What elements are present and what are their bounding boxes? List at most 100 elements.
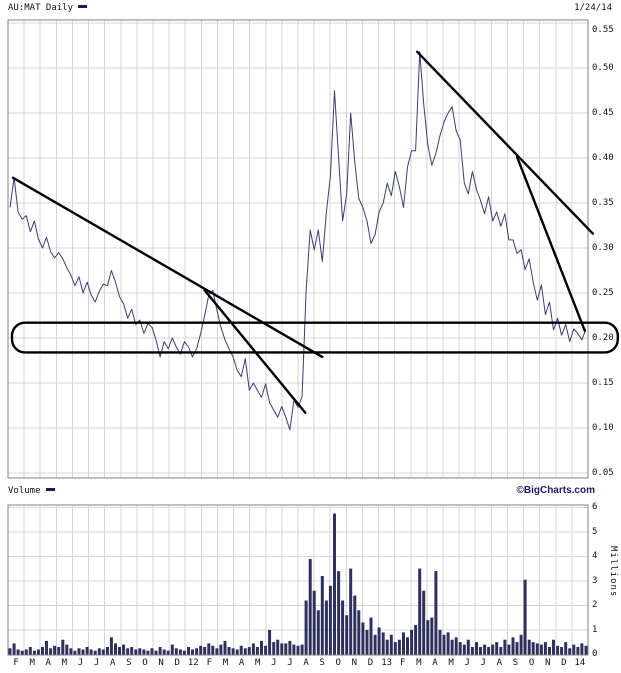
month-tick-label: A (110, 658, 116, 668)
month-tick-label: O (335, 658, 341, 668)
volume-bar (53, 645, 57, 655)
volume-bar (93, 650, 97, 655)
volume-bar (65, 644, 69, 655)
price-tick-label: 0.30 (592, 243, 614, 253)
volume-bar (519, 634, 523, 655)
volume-bar (97, 648, 101, 655)
volume-bar (264, 645, 268, 655)
volume-bar (268, 629, 272, 655)
volume-bar (523, 579, 527, 655)
volume-series-swatch-icon (45, 488, 55, 491)
volume-bar (235, 649, 239, 655)
price-tick-label: 0.35 (592, 198, 614, 208)
volume-bar (369, 617, 373, 655)
month-tick-label: M (255, 658, 261, 668)
volume-bar (49, 648, 53, 655)
volume-bar (32, 650, 36, 655)
volume-tick-label: 1 (592, 624, 598, 635)
volume-bar (511, 637, 515, 655)
volume-bar (418, 568, 422, 655)
volume-bar (122, 644, 126, 655)
volume-bar (580, 643, 584, 655)
month-tick-label: O (528, 658, 535, 668)
volume-bar (430, 617, 434, 655)
volume-bar (109, 637, 113, 655)
volume-bar (154, 650, 158, 655)
volume-bar (130, 647, 134, 655)
volume-bar (535, 643, 539, 655)
volume-bar (353, 595, 357, 655)
volume-bar (150, 648, 154, 655)
volume-bar (341, 600, 345, 655)
volume-tick-label: 4 (592, 551, 598, 562)
volume-bar (308, 558, 312, 655)
volume-bar (470, 647, 474, 655)
month-tick-label: J (464, 658, 470, 668)
volume-bar (479, 647, 482, 655)
volume-bar (255, 647, 259, 655)
price-tick-label: 0.50 (592, 63, 614, 73)
month-tick-label: S (512, 658, 519, 668)
volume-bar (515, 642, 519, 655)
volume-bar (166, 650, 170, 655)
volume-bar (495, 642, 499, 655)
month-tick-label: M (61, 658, 68, 668)
volume-tick-label: 5 (592, 526, 598, 537)
month-tick-label: S (126, 658, 132, 668)
month-tick-label: M (29, 658, 35, 668)
volume-bar (556, 645, 560, 655)
volume-bar (77, 648, 81, 655)
volume-bar (361, 622, 365, 655)
month-tick-label: D (174, 658, 180, 668)
volume-bar (483, 644, 487, 655)
volume-bar (345, 615, 349, 655)
volume-bar (393, 642, 397, 655)
volume-bar (36, 649, 40, 655)
volume-bar (316, 610, 320, 655)
volume-bar (422, 590, 426, 655)
month-tick-label: F (400, 658, 406, 668)
volume-bar (560, 647, 564, 655)
volume-bar (462, 644, 466, 655)
volume-bar (118, 647, 121, 655)
month-tick-label: J (271, 658, 277, 668)
volume-bar (57, 647, 61, 655)
month-tick-label: A (45, 658, 51, 668)
volume-bar (320, 576, 324, 655)
volume-bar (552, 639, 555, 655)
volume-bar (162, 649, 166, 655)
volume-bar (406, 637, 409, 655)
month-tick-label: A (238, 658, 245, 668)
volume-bar (357, 610, 361, 655)
volume-bar (24, 649, 28, 655)
month-tick-label: M (222, 658, 229, 668)
volume-bar (450, 639, 454, 655)
month-tick-label: O (142, 658, 148, 668)
volume-tick-label: 3 (592, 575, 598, 586)
month-tick-label: D (367, 658, 374, 668)
month-tick-label: J (77, 658, 84, 668)
volume-bar (191, 649, 194, 655)
volume-bar (28, 647, 32, 655)
month-tick-label: 13 (381, 658, 393, 668)
volume-bar (12, 643, 16, 655)
volume-bar (146, 650, 150, 655)
volume-plot-border (7, 504, 589, 656)
volume-bar (41, 647, 44, 655)
volume-label: Volume (8, 486, 41, 496)
volume-bar (20, 650, 24, 655)
volume-bar (576, 647, 580, 655)
bigcharts-credit: ©BigCharts.com (516, 485, 596, 496)
volume-bar (446, 632, 450, 655)
price-tick-label: 0.45 (592, 108, 614, 118)
volume-bar (572, 644, 576, 655)
volume-bar (434, 571, 438, 655)
volume-bar (507, 644, 511, 655)
volume-bar (324, 600, 328, 655)
month-tick-label: J (480, 658, 486, 668)
price-tick-label: 0.40 (592, 153, 614, 163)
volume-bar (568, 648, 572, 655)
volume-bar (134, 649, 138, 655)
trendline (515, 155, 586, 332)
